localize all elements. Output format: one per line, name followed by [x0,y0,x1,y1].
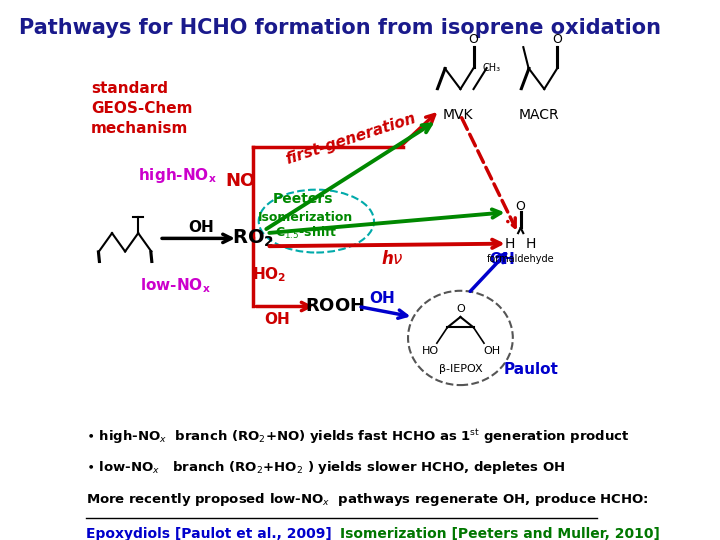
Text: $\bullet$ low-NO$_x$   branch (RO$_2$+HO$_2$ ) yields slower HCHO, depletes OH: $\bullet$ low-NO$_x$ branch (RO$_2$+HO$_… [86,460,565,476]
Text: formaldehyde: formaldehyde [487,254,554,265]
Text: OH: OH [483,346,500,356]
Text: H: H [526,237,536,251]
Text: C$_{1.5}$-shift: C$_{1.5}$-shift [274,225,337,241]
Text: OH: OH [264,312,290,327]
Text: O: O [516,200,526,213]
Text: β-IEPOX: β-IEPOX [438,364,482,374]
Text: CH₃: CH₃ [483,63,501,73]
Text: Isomerization: Isomerization [258,211,354,224]
Text: Epoxydiols [Paulot et al., 2009]: Epoxydiols [Paulot et al., 2009] [86,526,332,540]
Text: O: O [456,304,465,314]
Text: standard
GEOS-Chem
mechanism: standard GEOS-Chem mechanism [91,81,192,136]
Text: Peeters: Peeters [273,192,333,206]
Text: MVK: MVK [443,108,473,122]
Text: HO$_\mathbf{2}$: HO$_\mathbf{2}$ [252,266,287,285]
Text: Isomerization [Peeters and Muller, 2010]: Isomerization [Peeters and Muller, 2010] [340,526,660,540]
Text: Paulot: Paulot [504,362,559,377]
Text: HO: HO [421,346,438,356]
Text: h$\nu$: h$\nu$ [381,251,404,268]
Text: NO: NO [225,172,256,190]
Text: H: H [505,237,516,251]
Text: $\mathbf{RO_2}$: $\mathbf{RO_2}$ [233,228,274,249]
Text: OH: OH [369,291,395,306]
Text: Pathways for HCHO formation from isoprene oxidation: Pathways for HCHO formation from isopren… [19,18,661,38]
Text: OH: OH [490,252,516,267]
Text: first-generation: first-generation [283,111,418,167]
Text: O: O [469,33,479,46]
Text: $\mathbf{ROOH}$: $\mathbf{ROOH}$ [305,298,364,315]
Text: More recently proposed low-NO$_x$  pathways regenerate OH, produce HCHO:: More recently proposed low-NO$_x$ pathwa… [86,491,649,508]
Text: O: O [552,33,562,46]
Text: MACR: MACR [518,108,559,122]
Text: high-NO$_\mathbf{x}$: high-NO$_\mathbf{x}$ [138,166,217,185]
Text: $\bullet$ high-NO$_x$  branch (RO$_2$+NO) yields fast HCHO as 1$^\mathrm{st}$ ge: $\bullet$ high-NO$_x$ branch (RO$_2$+NO)… [86,427,629,446]
Text: low-NO$_\mathbf{x}$: low-NO$_\mathbf{x}$ [140,276,210,295]
Text: OH: OH [188,220,214,235]
